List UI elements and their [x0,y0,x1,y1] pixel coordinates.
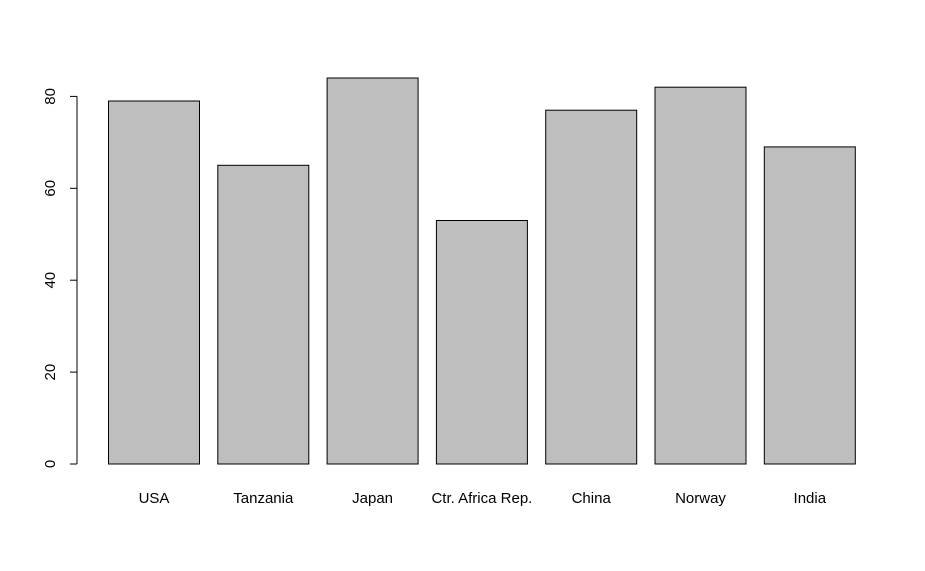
x-tick-label: USA [139,490,170,507]
x-tick-label: China [572,490,612,507]
x-tick-label: Ctr. Africa Rep. [431,490,532,507]
y-tick-label: 0 [42,460,59,468]
bar-usa [108,100,200,465]
bar-india [763,146,856,465]
y-axis: 0 20 40 60 80 [42,88,78,468]
y-tick-label: 80 [42,88,59,105]
x-tick-labels: USA Tanzania Japan Ctr. Africa Rep. China Nor… [139,490,827,507]
x-tick-label: Japan [352,490,393,507]
y-tick-label: 60 [42,180,59,197]
x-tick-label: India [794,490,827,507]
x-tick-label: Tanzania [233,490,294,507]
y-tick-label: 40 [42,272,59,289]
bars-group [108,77,856,465]
x-tick-label: Norway [675,490,726,507]
bar-china [545,109,638,465]
y-tick-label: 20 [42,364,59,381]
bar-norway [654,86,747,465]
bar-ctr-africa-rep [435,220,528,465]
bar-japan [326,77,419,465]
bar-tanzania [217,164,310,465]
